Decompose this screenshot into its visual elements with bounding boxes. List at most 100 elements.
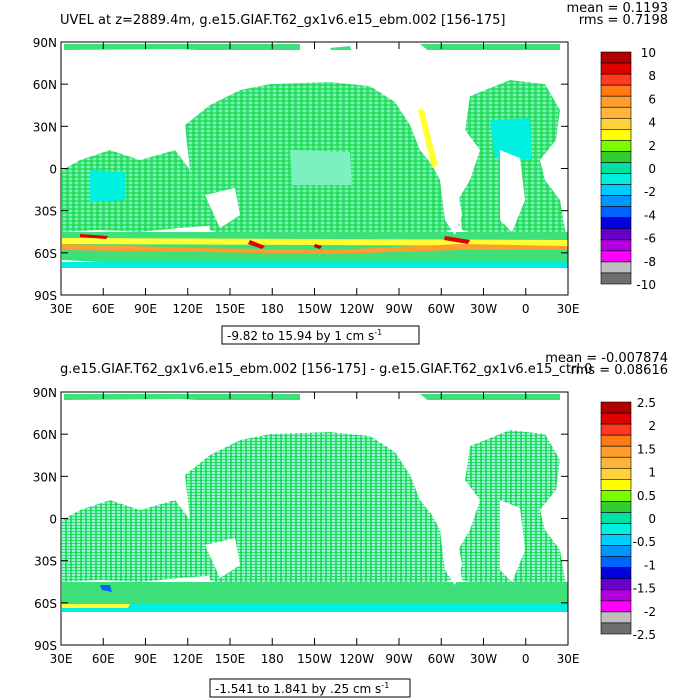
panel1-y-axis: 90N 60N 30N 0 30S 60S 90S bbox=[33, 36, 568, 303]
x-tick-label: 0 bbox=[522, 652, 530, 666]
colorbar-swatch bbox=[600, 534, 632, 546]
colorbar-swatch bbox=[600, 151, 632, 163]
colorbar-swatch bbox=[600, 173, 632, 185]
colorbar-swatch bbox=[600, 239, 632, 252]
colorbar-label: 1 bbox=[648, 466, 656, 480]
y-tick-label: 90N bbox=[33, 36, 57, 50]
colorbar-swatch bbox=[600, 73, 632, 86]
colorbar-swatch bbox=[600, 423, 632, 436]
colorbar-swatch bbox=[600, 479, 632, 491]
colorbar-swatch bbox=[600, 261, 632, 274]
colorbar-swatch bbox=[600, 556, 632, 569]
x-tick-label: 150W bbox=[297, 652, 332, 666]
colorbar-swatch bbox=[600, 84, 632, 97]
x-tick-label: 90W bbox=[385, 652, 412, 666]
panel2-title: g.e15.GIAF.T62_gx1v6.e15_ebm.002 [156-17… bbox=[60, 362, 592, 377]
x-tick-label: 90E bbox=[134, 652, 157, 666]
y-tick-label: 30S bbox=[34, 555, 57, 569]
panel1-range-box bbox=[221, 325, 420, 345]
panel2-range-exp: -1 bbox=[381, 681, 389, 690]
colorbar-swatch bbox=[600, 467, 632, 480]
colorbar-label: 6 bbox=[648, 92, 656, 106]
colorbar-swatch bbox=[600, 162, 632, 174]
y-tick-label: 60S bbox=[34, 597, 57, 611]
colorbar-label: 4 bbox=[648, 116, 656, 130]
colorbar-swatch bbox=[600, 117, 632, 130]
x-tick-label: 0 bbox=[522, 302, 530, 316]
colorbar-swatch bbox=[600, 512, 632, 524]
panel2-colorbar: 2.5 2 1.5 1 0.5 0 -0.5 -1 -1.5 -2 -2.5 bbox=[600, 396, 656, 642]
colorbar-label: 0 bbox=[648, 512, 656, 526]
colorbar-label: -2.5 bbox=[633, 628, 656, 642]
panel1-mean: mean = 0.1193 bbox=[566, 1, 668, 16]
colorbar-swatch bbox=[600, 456, 632, 469]
y-tick-label: 30N bbox=[33, 120, 57, 134]
colorbar-swatch bbox=[600, 445, 632, 458]
panel2-range-label: -1.541 to 1.841 by .25 cm s-1 bbox=[215, 681, 389, 696]
y-tick-label: 90N bbox=[33, 386, 57, 400]
x-tick-label: 30W bbox=[470, 302, 497, 316]
colorbar-swatch bbox=[600, 501, 632, 513]
colorbar-swatch bbox=[600, 140, 632, 152]
colorbar-label: -0.5 bbox=[633, 535, 656, 549]
colorbar-label: 10 bbox=[641, 46, 656, 60]
panel1-rms: rms = 0.7198 bbox=[579, 13, 668, 28]
y-tick-label: 60N bbox=[33, 428, 57, 442]
x-tick-label: 180 bbox=[261, 302, 284, 316]
colorbar-swatch bbox=[600, 184, 632, 196]
x-tick-label: 30E bbox=[557, 652, 580, 666]
x-tick-label: 30E bbox=[50, 302, 73, 316]
colorbar-swatch bbox=[600, 412, 632, 425]
colorbar-swatch bbox=[600, 611, 632, 624]
panel2-x-axis: 30E 60E 90E 120E 150E 180 150W 120W 90W 60W 30W 0 30… bbox=[50, 392, 580, 666]
colorbar-label: 2 bbox=[648, 419, 656, 433]
colorbar-swatch bbox=[600, 95, 632, 108]
panel1-range-exp: -1 bbox=[374, 328, 382, 337]
colorbar-label: 8 bbox=[648, 69, 656, 83]
x-tick-label: 120W bbox=[339, 302, 374, 316]
colorbar-swatch bbox=[600, 217, 632, 230]
panel2-mean: mean = -0.007874 bbox=[545, 351, 668, 366]
x-tick-label: 60E bbox=[92, 652, 115, 666]
x-tick-label: 150E bbox=[215, 652, 246, 666]
colorbar-swatch bbox=[600, 250, 632, 263]
colorbar-label: -4 bbox=[644, 208, 656, 222]
colorbar-label: -2 bbox=[644, 185, 656, 199]
panel-uvel: UVEL at z=2889.4m, g.e15.GIAF.T62_gx1v6.… bbox=[33, 1, 668, 345]
colorbar-swatch bbox=[600, 129, 632, 141]
x-tick-label: 120E bbox=[173, 652, 204, 666]
colorbar-label: -2 bbox=[644, 605, 656, 619]
colorbar-swatch bbox=[600, 62, 632, 75]
x-tick-label: 150W bbox=[297, 302, 332, 316]
colorbar-swatch bbox=[600, 51, 632, 64]
panel1-colorbar: 10 8 6 4 2 0 -2 -4 -6 -8 -10 bbox=[600, 46, 656, 292]
y-tick-label: 30S bbox=[34, 205, 57, 219]
y-tick-label: 0 bbox=[49, 163, 57, 177]
colorbar-label: -6 bbox=[644, 232, 656, 246]
y-tick-label: 30N bbox=[33, 470, 57, 484]
x-tick-label: 90W bbox=[385, 302, 412, 316]
x-tick-label: 30E bbox=[557, 302, 580, 316]
colorbar-label: 0.5 bbox=[637, 489, 656, 503]
x-tick-label: 120W bbox=[339, 652, 374, 666]
colorbar-label: 2 bbox=[648, 139, 656, 153]
colorbar-swatch bbox=[600, 600, 632, 613]
x-tick-label: 30E bbox=[50, 652, 73, 666]
x-tick-label: 60E bbox=[92, 302, 115, 316]
colorbar-swatch bbox=[600, 228, 632, 241]
colorbar-swatch bbox=[600, 106, 632, 119]
colorbar-swatch bbox=[600, 545, 632, 557]
colorbar-swatch bbox=[600, 272, 632, 285]
colorbar-swatch bbox=[600, 401, 632, 414]
x-tick-label: 90E bbox=[134, 302, 157, 316]
y-tick-label: 0 bbox=[49, 513, 57, 527]
colorbar-label: -1 bbox=[644, 558, 656, 572]
x-tick-label: 30W bbox=[470, 652, 497, 666]
panel-difference: g.e15.GIAF.T62_gx1v6.e15_ebm.002 [156-17… bbox=[33, 351, 668, 698]
panel1-x-axis: 30E 60E 90E 120E 150E 180 150W 120W 90W 60W 30W 0 30… bbox=[50, 42, 580, 316]
colorbar-swatch bbox=[600, 490, 632, 502]
colorbar-swatch bbox=[600, 206, 632, 219]
colorbar-swatch bbox=[600, 622, 632, 635]
colorbar-label: 0 bbox=[648, 162, 656, 176]
